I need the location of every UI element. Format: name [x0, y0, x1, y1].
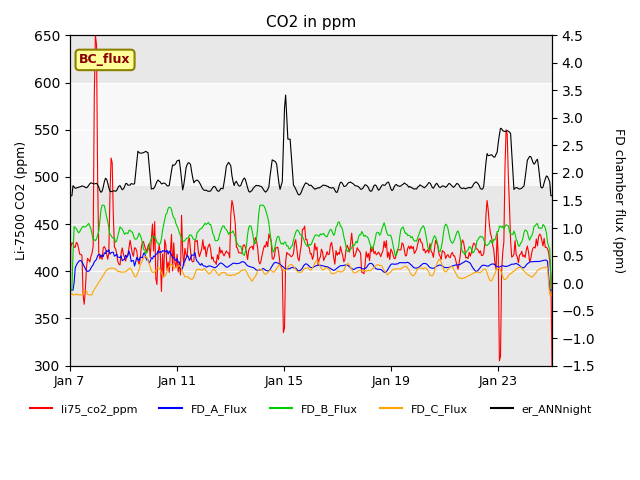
Text: BC_flux: BC_flux: [79, 53, 131, 66]
Legend: li75_co2_ppm, FD_A_Flux, FD_B_Flux, FD_C_Flux, er_ANNnight: li75_co2_ppm, FD_A_Flux, FD_B_Flux, FD_C…: [25, 400, 596, 420]
Y-axis label: Li-7500 CO2 (ppm): Li-7500 CO2 (ppm): [15, 141, 28, 260]
Y-axis label: FD chamber flux (ppm): FD chamber flux (ppm): [612, 128, 625, 273]
Bar: [70, 83, 552, 186]
Title: CO2 in ppm: CO2 in ppm: [266, 15, 356, 30]
